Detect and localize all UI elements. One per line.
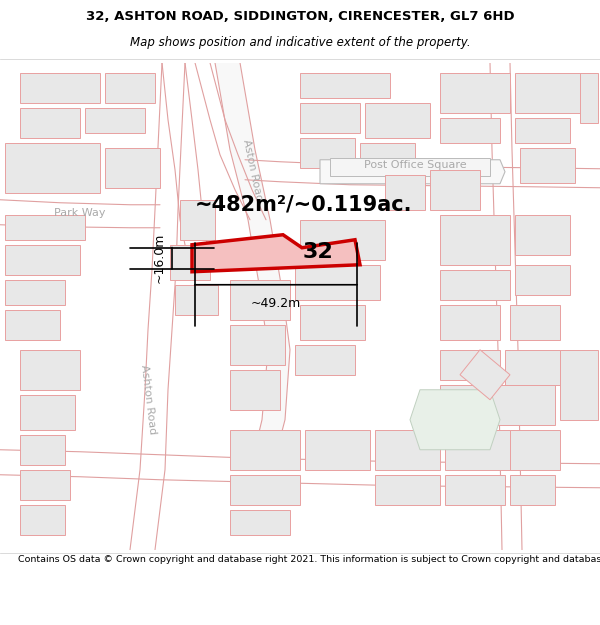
Polygon shape	[440, 72, 510, 112]
Polygon shape	[20, 107, 80, 138]
Text: Park Way: Park Way	[54, 208, 106, 217]
Polygon shape	[5, 280, 65, 305]
Text: ~482m²/~0.119ac.: ~482m²/~0.119ac.	[195, 195, 413, 215]
Polygon shape	[445, 475, 505, 505]
Polygon shape	[520, 148, 575, 182]
Polygon shape	[20, 470, 70, 500]
Polygon shape	[215, 62, 290, 470]
Text: Contains OS data © Crown copyright and database right 2021. This information is : Contains OS data © Crown copyright and d…	[18, 555, 600, 564]
Polygon shape	[445, 430, 510, 470]
Polygon shape	[85, 107, 145, 132]
Polygon shape	[515, 118, 570, 142]
Polygon shape	[440, 118, 500, 142]
Text: 32, ASHTON ROAD, SIDDINGTON, CIRENCESTER, GL7 6HD: 32, ASHTON ROAD, SIDDINGTON, CIRENCESTER…	[86, 10, 514, 23]
Polygon shape	[440, 385, 555, 425]
Polygon shape	[510, 305, 560, 340]
Polygon shape	[5, 310, 60, 340]
Polygon shape	[105, 148, 160, 188]
Polygon shape	[510, 430, 560, 470]
Polygon shape	[460, 350, 510, 400]
Polygon shape	[105, 72, 155, 102]
Polygon shape	[230, 370, 280, 410]
Polygon shape	[360, 142, 415, 172]
Polygon shape	[230, 280, 290, 320]
Polygon shape	[295, 265, 380, 300]
Text: 32: 32	[302, 242, 334, 262]
Polygon shape	[300, 305, 365, 340]
Polygon shape	[430, 170, 480, 210]
Polygon shape	[5, 215, 85, 240]
Polygon shape	[505, 350, 560, 385]
Polygon shape	[20, 505, 65, 535]
Text: ~49.2m: ~49.2m	[251, 297, 301, 310]
Polygon shape	[20, 350, 80, 390]
Polygon shape	[365, 102, 430, 138]
Polygon shape	[230, 510, 290, 535]
Polygon shape	[510, 475, 555, 505]
Polygon shape	[20, 72, 100, 102]
Polygon shape	[20, 395, 75, 430]
Polygon shape	[375, 430, 440, 470]
Polygon shape	[410, 390, 500, 450]
Polygon shape	[5, 245, 80, 275]
Polygon shape	[300, 138, 355, 168]
Polygon shape	[230, 430, 300, 470]
Polygon shape	[295, 345, 355, 375]
Polygon shape	[440, 350, 500, 380]
Polygon shape	[580, 72, 598, 122]
Text: Ashton Road: Ashton Road	[139, 364, 157, 435]
Text: Post Office Square: Post Office Square	[364, 160, 466, 170]
Polygon shape	[192, 235, 360, 272]
Polygon shape	[440, 305, 500, 340]
Text: Map shows position and indicative extent of the property.: Map shows position and indicative extent…	[130, 36, 470, 49]
Polygon shape	[440, 215, 510, 265]
Polygon shape	[5, 142, 100, 192]
Polygon shape	[440, 270, 510, 300]
Polygon shape	[515, 215, 570, 255]
Polygon shape	[560, 350, 598, 420]
Polygon shape	[300, 102, 360, 132]
Polygon shape	[375, 475, 440, 505]
Polygon shape	[300, 72, 390, 98]
Polygon shape	[230, 325, 285, 365]
Polygon shape	[305, 430, 370, 470]
Polygon shape	[300, 220, 385, 260]
Polygon shape	[20, 435, 65, 465]
Polygon shape	[175, 285, 218, 315]
Polygon shape	[320, 160, 505, 184]
Polygon shape	[515, 72, 590, 112]
Polygon shape	[230, 475, 300, 505]
Polygon shape	[170, 245, 210, 280]
Polygon shape	[515, 265, 570, 295]
Polygon shape	[330, 158, 490, 176]
Polygon shape	[385, 175, 425, 210]
Text: Aston Road: Aston Road	[241, 138, 263, 202]
Polygon shape	[180, 200, 215, 240]
Text: ~16.0m: ~16.0m	[153, 233, 166, 284]
